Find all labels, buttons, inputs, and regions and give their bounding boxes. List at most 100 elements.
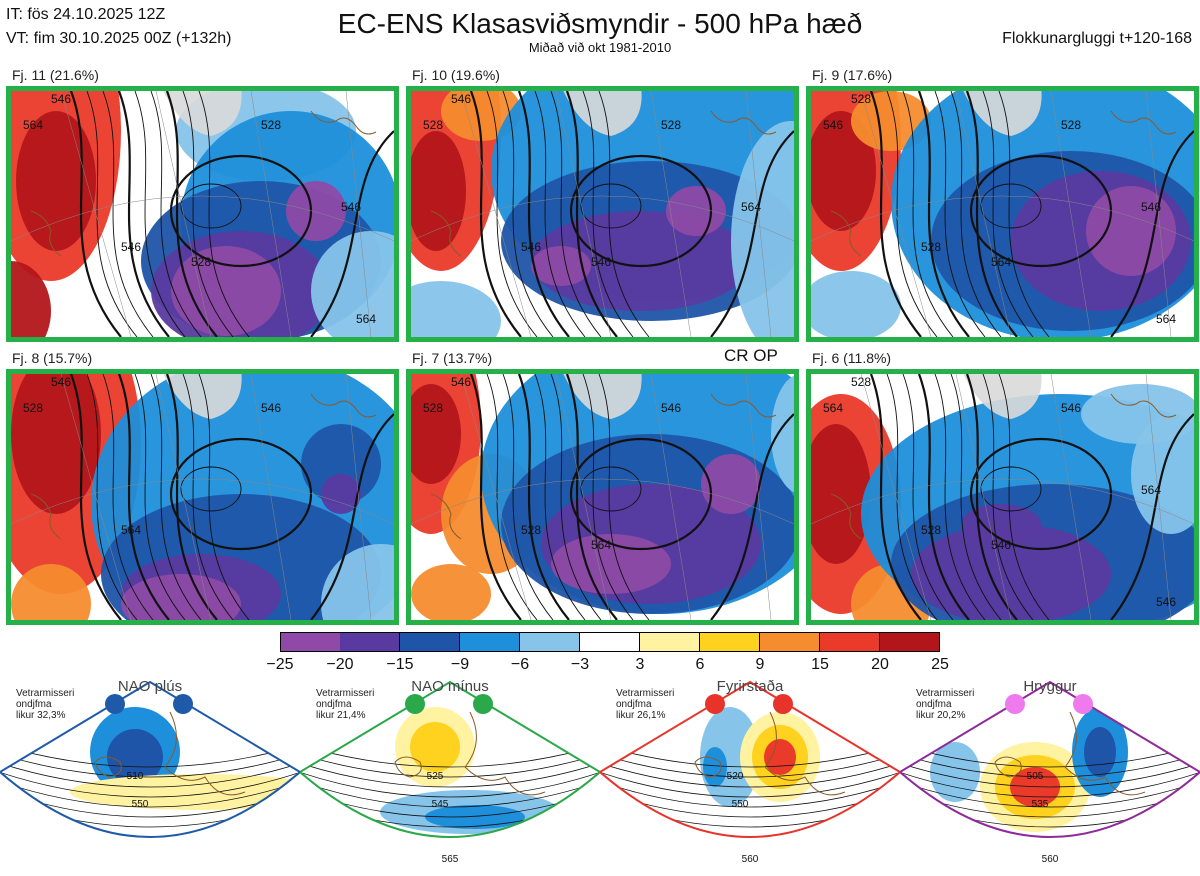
regime-map: 505 535 560 [898, 680, 1200, 865]
anomaly-area [811, 111, 876, 231]
height-contour [517, 91, 570, 337]
regime-name: Hryggur [1023, 678, 1077, 695]
colorbar-tick-label: 3 [635, 656, 645, 673]
regime-contour [0, 759, 300, 788]
graticule-line [555, 374, 612, 620]
graticule-line [345, 374, 372, 620]
anomaly-area [411, 131, 466, 251]
regime-contour [0, 750, 300, 778]
regime-anomaly [107, 729, 163, 785]
graticule-line [411, 195, 794, 242]
height-contour [182, 374, 234, 620]
height-contour [580, 466, 642, 512]
height-contour [534, 374, 586, 620]
contour-label: 528 [423, 118, 443, 132]
regime-contour [300, 750, 600, 778]
colorbar-tick-label: 9 [755, 656, 765, 673]
contour-label: 564 [591, 538, 611, 552]
colorbar-tick-label: 6 [695, 656, 705, 673]
height-contour [886, 91, 938, 337]
height-contour [969, 437, 1113, 551]
height-contour [598, 91, 650, 337]
regime-season: Vetrarmisseri ondjfma likur 26,1% [616, 688, 674, 721]
anomaly-area [301, 424, 381, 504]
page-subtitle: Miðað við okt 1981-2010 [528, 40, 672, 55]
height-contour [582, 91, 634, 337]
colorbar-bin [760, 632, 820, 652]
cluster-map-panel[interactable]: 546 528 546 564 [6, 369, 399, 625]
regime-anomaly [930, 742, 980, 802]
graticule-line [650, 91, 692, 337]
contour-label: 528 [851, 92, 871, 106]
regime-map: 510 550 [0, 680, 302, 838]
height-contour [869, 374, 922, 620]
colorbar-tick-label: −3 [570, 656, 590, 673]
colorbar-tick-label: −15 [386, 656, 414, 673]
graticule-line [1050, 91, 1092, 337]
colorbar-bin [340, 632, 400, 652]
height-contour [969, 154, 1113, 268]
anomaly-area [286, 181, 346, 241]
height-contour [486, 374, 538, 620]
anomaly-map: 528 564 546 528 546 564 546 [811, 374, 1194, 620]
contour-label: 546 [591, 255, 611, 269]
cluster-map-panel[interactable]: 528 564 546 528 546 564 546 [806, 369, 1199, 625]
graticule-line [60, 91, 132, 337]
graticule-line [811, 195, 1194, 242]
graticule-line [155, 91, 212, 337]
contour-label: 546 [991, 538, 1011, 552]
regime-name: NAO mínus [411, 678, 489, 695]
regime-outline [898, 680, 1200, 838]
colorbar-tick-label: −6 [510, 656, 530, 673]
page-title: EC-ENS Klasasviðsmyndir - 500 hPa hæð [337, 8, 863, 39]
land-mask [163, 91, 242, 136]
graticule-line [811, 478, 1194, 525]
anomaly-map: 546 564 528 546 528 546 564 [11, 91, 394, 337]
contour-label: 528 [661, 118, 681, 132]
coastline [710, 110, 777, 135]
cluster-map-panel[interactable]: 546 528 528 546 546 564 [406, 86, 799, 342]
regime-contour-label: 560 [1042, 854, 1059, 865]
regime-probability: likur 21,4% [316, 710, 366, 721]
regime-contour-label: 520 [727, 771, 744, 782]
height-contour [180, 466, 242, 512]
colorbar-tick-label: −20 [326, 656, 354, 673]
land-mask [963, 374, 1042, 419]
regime-anomaly [703, 747, 727, 787]
graticule-line [460, 374, 532, 620]
regime-contour [600, 768, 900, 798]
cluster-label: Fj. 10 (19.6%) [412, 67, 500, 83]
cluster-label: Fj. 11 (21.6%) [12, 67, 99, 83]
colorbar-tick-label: 15 [811, 656, 829, 673]
height-contour [169, 437, 313, 551]
coastline [310, 393, 377, 418]
cluster-label: Fj. 8 (15.7%) [12, 350, 93, 366]
cluster-map-panel[interactable]: 528 546 528 528 564 546 564 [806, 86, 1199, 342]
cluster-map-panel[interactable]: 546 528 546 528 564 [406, 369, 799, 625]
contour-label: 528 [1061, 118, 1081, 132]
height-contour [565, 374, 618, 620]
regime-contour [600, 759, 900, 788]
contour-label: 528 [261, 118, 281, 132]
anomaly-area [531, 246, 591, 286]
graticule-line [555, 91, 612, 337]
height-contour [150, 374, 202, 620]
colorbar-bin [820, 632, 880, 652]
regime-contour-label: 565 [442, 854, 459, 865]
cluster-map-panel[interactable]: 546 564 528 546 528 546 564 [6, 86, 399, 342]
height-contour [469, 374, 522, 620]
height-contour [102, 374, 154, 620]
height-contour [86, 91, 138, 337]
contour-label: 546 [451, 92, 471, 106]
contour-label: 528 [921, 240, 941, 254]
graticule-line [60, 374, 132, 620]
height-contour [580, 183, 642, 229]
graticule-line [155, 374, 212, 620]
height-contour [182, 91, 234, 337]
graticule-line [345, 91, 372, 337]
height-contour [886, 374, 938, 620]
colorbar-tick-label: 25 [931, 656, 949, 673]
colorbar-tick-label: 20 [871, 656, 889, 673]
regime-map: 520 550 560 [598, 680, 902, 865]
graticule-line [745, 91, 772, 337]
